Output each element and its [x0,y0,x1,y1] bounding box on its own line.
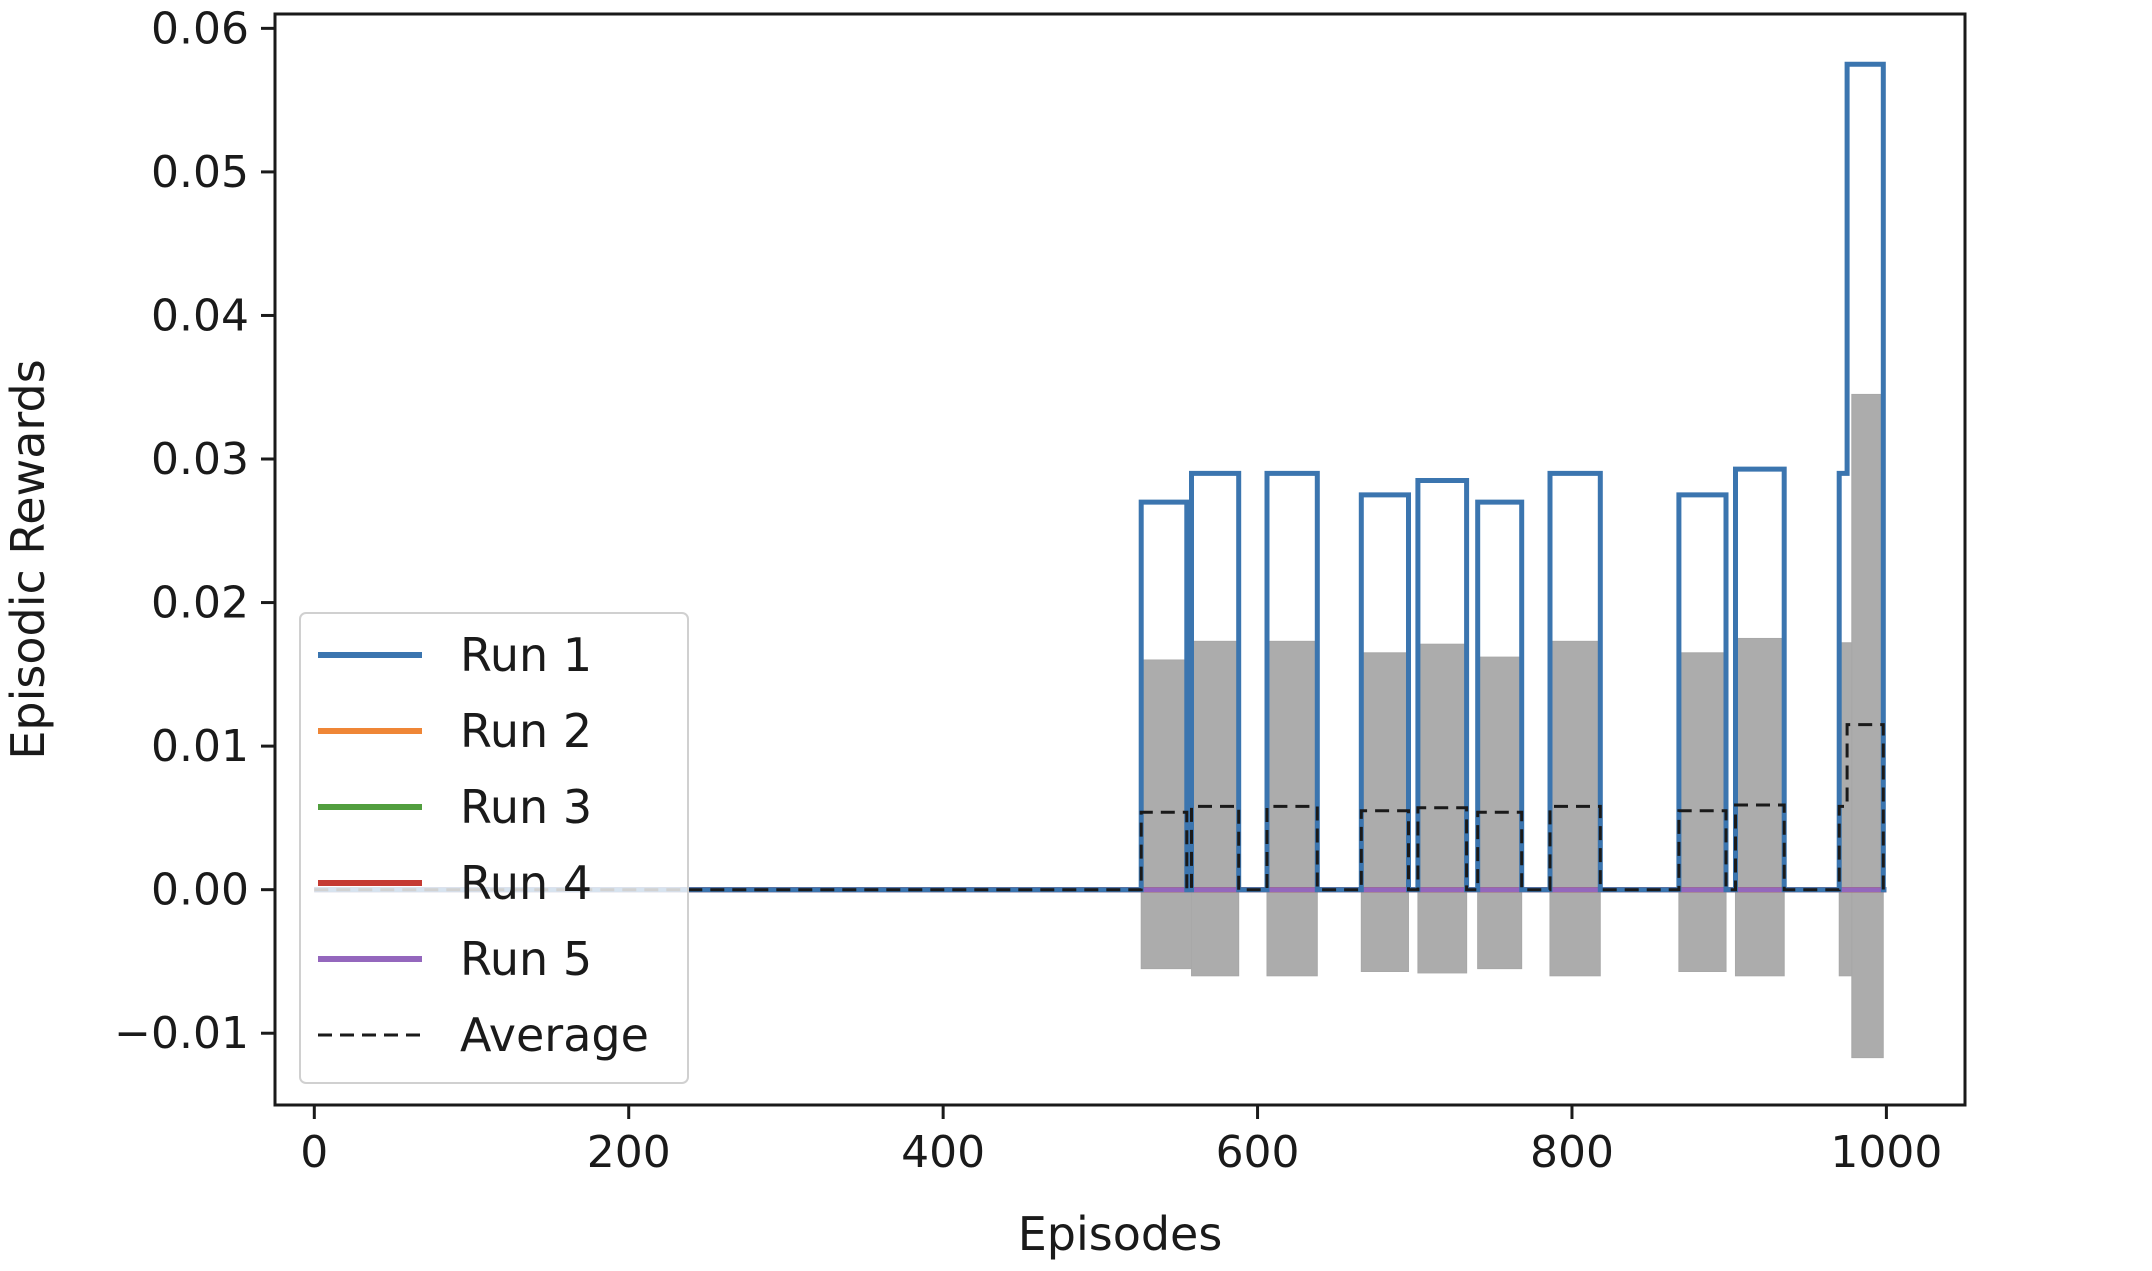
y-axis: −0.01 0.00 0.01 0.02 0.03 0.04 0.05 0.06 [114,3,275,1059]
legend-label-run-1: Run 1 [460,628,592,682]
x-tick-label: 1000 [1830,1127,1942,1178]
std-band-layer [1140,393,1884,1059]
plot-frame [273,12,1967,1107]
y-tick-label: 0.00 [151,865,249,916]
std-band-segment-3 [1266,640,1318,977]
y-tick-label: 0.01 [151,721,249,772]
y-tick-label: 0.02 [151,578,249,629]
std-band-segment-2 [1191,640,1240,977]
legend-label-run-4: Run 4 [460,856,592,910]
std-band-segment-1 [1140,659,1193,970]
y-tick-label: 0.06 [151,3,249,54]
x-tick-label: 0 [300,1127,328,1178]
x-tick-label: 200 [587,1127,671,1178]
std-band-segment-9 [1734,637,1785,977]
x-axis-label: Episodes [1018,1207,1223,1261]
legend-label-run-3: Run 3 [460,780,592,834]
y-tick-label: 0.04 [151,290,249,341]
legend-label-average: Average [460,1008,649,1062]
x-tick-label: 800 [1530,1127,1614,1178]
x-tick-label: 400 [901,1127,985,1178]
legend-label-run-2: Run 2 [460,704,592,758]
std-band-segment-7 [1549,640,1601,977]
y-tick-label: 0.03 [151,434,249,485]
y-axis-label: Episodic Rewards [1,359,55,759]
x-axis: 0 200 400 600 800 1000 [300,1105,1942,1178]
legend: Run 1 Run 2 Run 3 Run 4 Run 5 Average [299,612,689,1084]
series-line-run-1 [314,61,1887,893]
y-tick-label: 0.05 [151,147,249,198]
x-tick-label: 600 [1216,1127,1300,1178]
series-line-average [314,723,1887,892]
y-tick-label: −0.01 [114,1008,249,1059]
legend-label-run-5: Run 5 [460,932,592,986]
